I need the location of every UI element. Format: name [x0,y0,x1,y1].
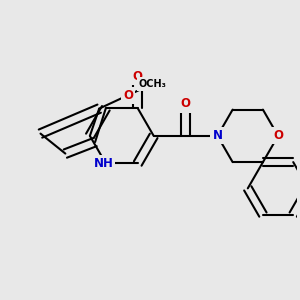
Text: OCH₃: OCH₃ [139,79,166,89]
Text: O: O [123,89,133,102]
Text: O: O [181,98,190,110]
Text: O: O [273,129,283,142]
Text: N: N [212,129,223,142]
Text: NH: NH [93,157,113,170]
Text: O: O [133,70,143,83]
